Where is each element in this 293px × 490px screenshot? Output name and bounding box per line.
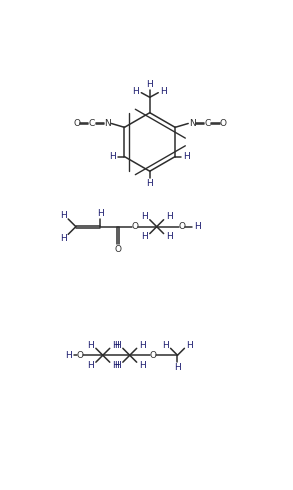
Text: H: H (146, 179, 153, 188)
Text: H: H (141, 212, 148, 221)
Text: H: H (97, 209, 104, 218)
Text: H: H (114, 341, 121, 350)
Text: O: O (115, 245, 122, 254)
Text: H: H (160, 87, 167, 96)
Text: H: H (194, 222, 201, 231)
Text: H: H (174, 363, 181, 372)
Text: H: H (141, 232, 148, 241)
Text: O: O (179, 222, 186, 231)
Text: H: H (166, 212, 172, 221)
Text: C: C (89, 119, 95, 128)
Text: H: H (183, 152, 190, 161)
Text: H: H (87, 361, 94, 370)
Text: N: N (104, 119, 111, 128)
Text: H: H (112, 361, 118, 370)
Text: H: H (66, 351, 72, 360)
Text: H: H (162, 341, 168, 350)
Text: O: O (73, 119, 80, 128)
Text: H: H (112, 341, 118, 350)
Text: H: H (186, 341, 193, 350)
Text: N: N (189, 119, 195, 128)
Text: O: O (219, 119, 226, 128)
Text: H: H (139, 361, 145, 370)
Text: H: H (139, 341, 145, 350)
Text: O: O (149, 351, 156, 360)
Text: H: H (132, 87, 139, 96)
Text: H: H (60, 211, 67, 220)
Text: H: H (60, 234, 67, 243)
Text: H: H (110, 152, 116, 161)
Text: O: O (132, 222, 139, 231)
Text: O: O (76, 351, 83, 360)
Text: H: H (87, 341, 94, 350)
Text: C: C (204, 119, 211, 128)
Text: H: H (166, 232, 172, 241)
Text: H: H (114, 361, 121, 370)
Text: H: H (146, 80, 153, 89)
